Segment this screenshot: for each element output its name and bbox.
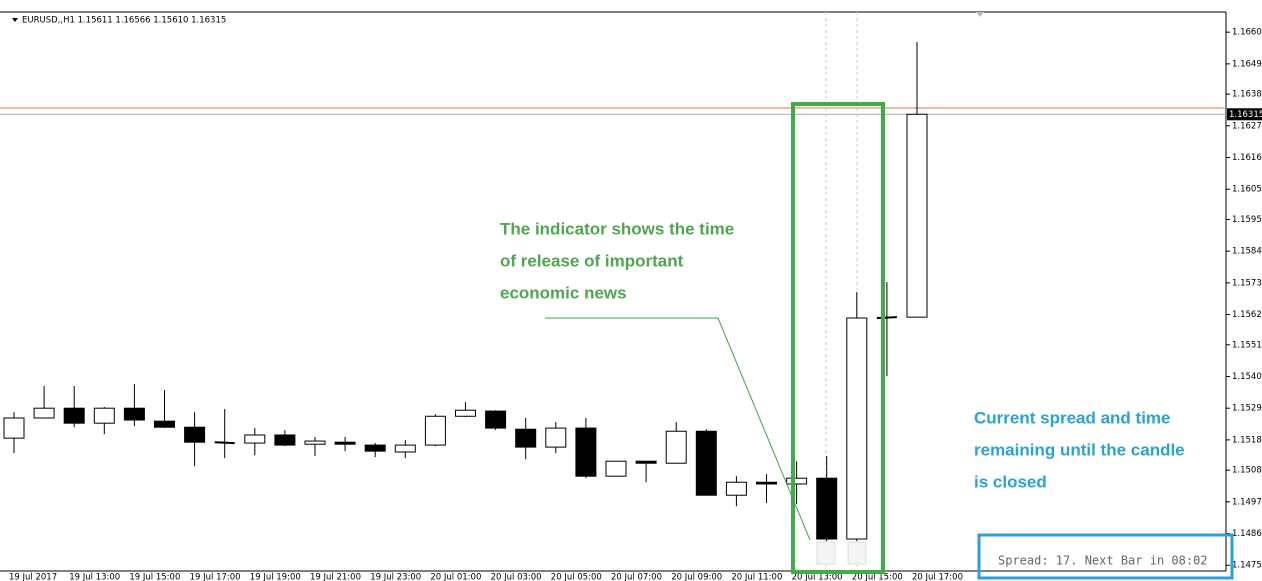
- y-tick-label: 1.15515: [1232, 340, 1262, 350]
- y-tick-label: 1.16490: [1232, 59, 1262, 69]
- spread-annotation-line: remaining until the candle: [974, 440, 1185, 459]
- candle-body: [33, 407, 55, 419]
- price-label: 1.16315: [1229, 110, 1262, 120]
- y-tick-label: 1.15730: [1232, 278, 1262, 288]
- x-tick-label: 20 Jul 03:00: [491, 573, 542, 581]
- x-tick-label: 19 Jul 23:00: [370, 573, 421, 581]
- candle-body: [575, 427, 597, 477]
- x-tick-label: 20 Jul 15:00: [852, 573, 903, 581]
- x-tick-label: 20 Jul 07:00: [611, 573, 662, 581]
- candle-body: [485, 410, 507, 429]
- candle-body: [846, 317, 868, 540]
- y-tick-label: 1.16275: [1232, 121, 1262, 131]
- x-tick-label: 20 Jul 17:00: [912, 573, 963, 581]
- y-tick-label: 1.16055: [1232, 185, 1262, 195]
- x-tick-label: 19 Jul 17:00: [190, 573, 241, 581]
- highlight-box: [791, 102, 885, 574]
- candle-body: [63, 407, 85, 424]
- x-tick-label: 19 Jul 15:00: [129, 573, 180, 581]
- candle-body: [906, 113, 928, 318]
- candle-body: [725, 481, 747, 496]
- candle-body: [334, 441, 356, 445]
- y-tick-label: 1.15950: [1232, 215, 1262, 225]
- y-tick-label: 1.14860: [1232, 529, 1262, 539]
- candle-body: [93, 407, 115, 424]
- candle-body: [515, 428, 537, 448]
- y-tick-label: 1.15405: [1232, 372, 1262, 382]
- x-tick-label: 19 Jul 19:00: [250, 573, 301, 581]
- y-tick-label: 1.16385: [1232, 90, 1262, 100]
- news-annotation-line: The indicator shows the time: [500, 219, 734, 238]
- spread-annotation-line: Current spread and time: [974, 408, 1171, 427]
- y-tick-label: 1.16600: [1232, 28, 1262, 38]
- candle-body: [244, 434, 266, 444]
- x-tick-label: 20 Jul 05:00: [551, 573, 602, 581]
- candle-body: [545, 427, 567, 448]
- x-tick-label: 20 Jul 01:00: [430, 573, 481, 581]
- candle-body: [274, 434, 296, 446]
- candle-body: [756, 481, 777, 485]
- candle-body: [786, 477, 808, 485]
- price-label-box: [1227, 108, 1262, 121]
- candle-body: [605, 460, 627, 477]
- y-tick-label: 1.15620: [1232, 310, 1262, 320]
- y-tick-label: 1.14750: [1232, 561, 1262, 571]
- candle-body: [3, 417, 25, 439]
- shift-marker: [976, 12, 984, 17]
- candle-body: [876, 316, 897, 320]
- x-tick-label: 20 Jul 09:00: [671, 573, 722, 581]
- candle-body: [214, 441, 235, 445]
- x-tick-label: 19 Jul 21:00: [310, 573, 361, 581]
- pointer-line: [545, 317, 811, 541]
- candle-body: [123, 407, 145, 421]
- candle-body: [304, 440, 326, 445]
- candle-body: [665, 430, 687, 464]
- x-tick-label: 19 Jul 13:00: [69, 573, 120, 581]
- y-tick-label: 1.15295: [1232, 404, 1262, 414]
- news-annotation-line: of release of important: [500, 251, 684, 270]
- spread-box: [977, 533, 1234, 580]
- candle-body: [695, 430, 717, 496]
- candle-body: [635, 460, 657, 464]
- y-tick-label: 1.15185: [1232, 435, 1262, 445]
- chart-header: EURUSD,,H1 1.15611 1.16566 1.15610 1.163…: [22, 16, 226, 26]
- x-tick-label: 20 Jul 13:00: [792, 573, 843, 581]
- header-arrow: [12, 18, 18, 22]
- candle-body: [154, 420, 175, 428]
- x-tick-label: 20 Jul 11:00: [731, 573, 782, 581]
- y-tick-label: 1.14970: [1232, 497, 1262, 507]
- x-tick-label: 19 Jul 2017: [9, 573, 57, 581]
- news-icon: [816, 541, 836, 565]
- y-tick-label: 1.15080: [1232, 466, 1262, 476]
- spread-info: Spread: 17. Next Bar in 08:02: [998, 554, 1208, 568]
- candle-body: [394, 444, 416, 453]
- candle-body: [424, 415, 446, 446]
- news-annotation-line: economic news: [500, 283, 627, 302]
- y-tick-label: 1.16165: [1232, 153, 1262, 163]
- y-tick-label: 1.15840: [1232, 247, 1262, 257]
- news-icon: [847, 541, 867, 565]
- candle-body: [816, 477, 838, 540]
- candle-body: [364, 444, 386, 452]
- candle-body: [455, 409, 476, 417]
- candle-body: [184, 426, 206, 443]
- spread-annotation-line: is closed: [974, 472, 1047, 491]
